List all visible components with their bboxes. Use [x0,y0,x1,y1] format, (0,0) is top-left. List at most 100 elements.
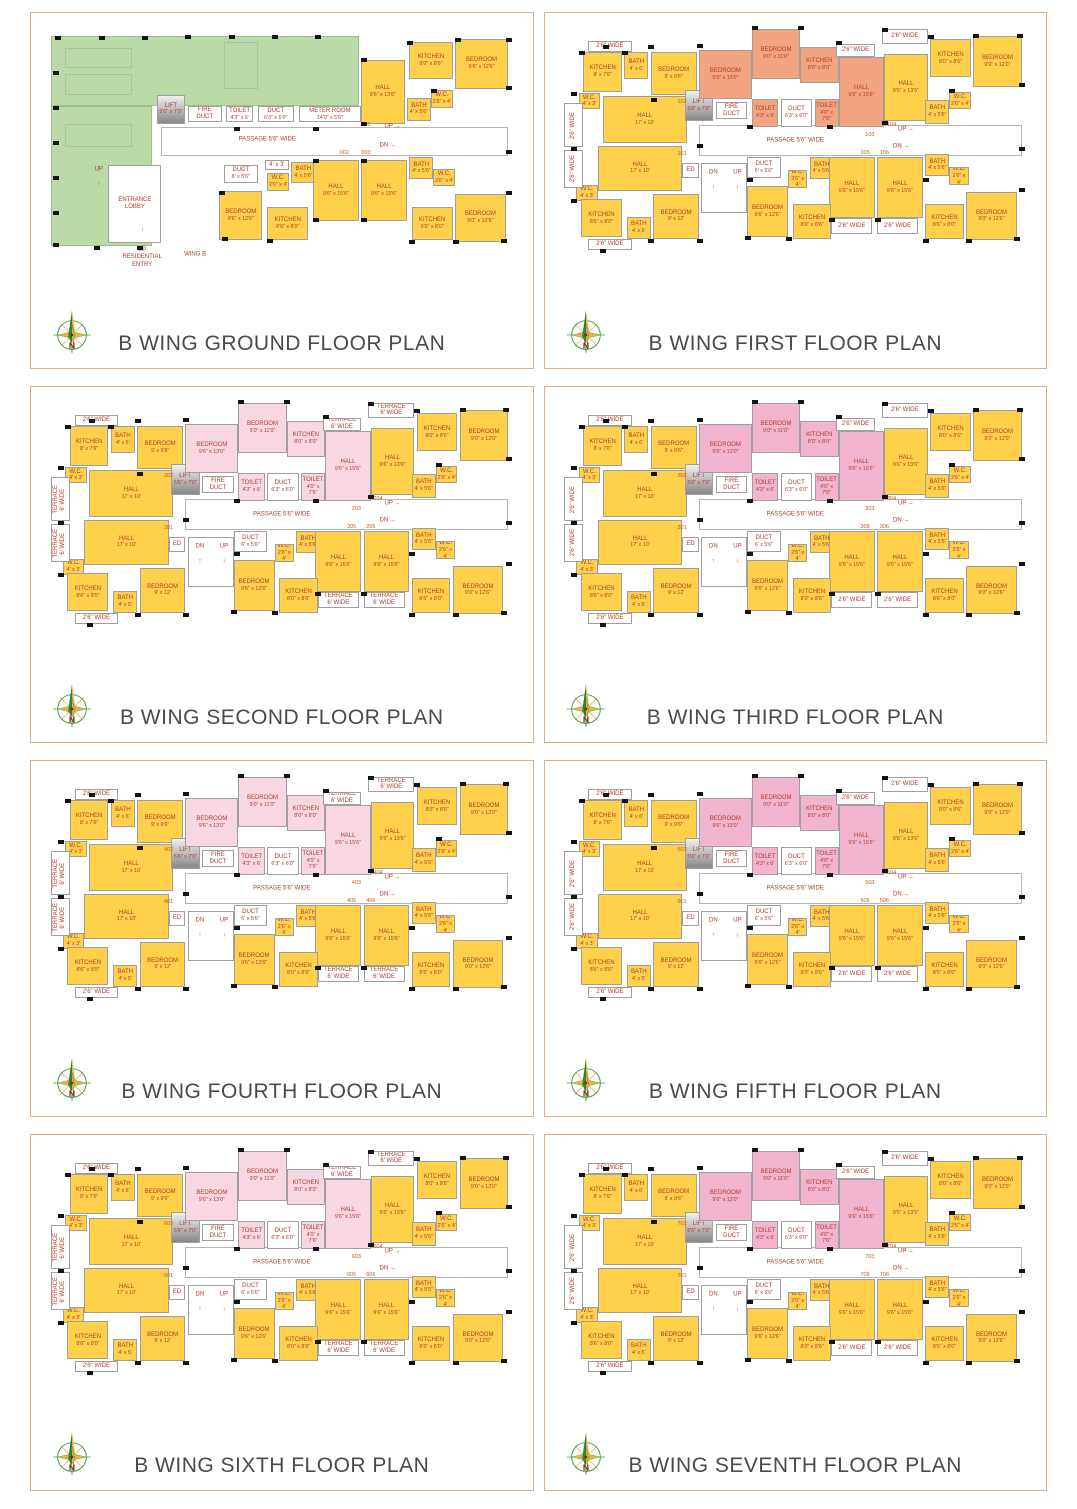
column-mark [966,238,973,243]
room-bedroom: BEDROOM 9'6" x 12'6" [455,39,509,89]
room-label: BEDROOM [975,957,1007,964]
column-mark [747,873,754,878]
column-mark [505,895,512,900]
room-label: HALL [632,535,648,542]
room-label: BEDROOM [147,583,179,590]
column-mark [571,521,578,526]
plan-annotation: UP [733,917,742,924]
column-mark [233,499,240,504]
room-dimensions: 6' x 5'6" [241,541,260,548]
plan-title: B WING FOURTH FLOOR PLAN [121,1080,443,1103]
room-kitchen: KITCHEN 8' x 7'6" [583,800,622,840]
room-dimensions: 5'6" x 7'0" [173,853,198,860]
room-bedroom: BEDROOM 9' x 9'6" [137,800,184,843]
compass-icon: N [566,310,605,354]
room-label: 2'6" WIDE [891,1155,919,1161]
room-kitchen: KITCHEN 8'0" x 8'6" [930,39,971,78]
column-mark [828,966,835,971]
column-mark [65,799,72,803]
room-label: 2'6" WIDE [596,989,624,996]
plan-annotation: ↓ [735,184,739,191]
plan-annotation: PASSAGE 5'6" WIDE [253,885,311,892]
plan-canvas-first: 2'6" WIDE KITCHEN 8' x 7'6" BATH 4' x 6' BEDR… [555,19,1037,310]
column-mark [881,120,888,125]
column-mark [747,177,754,182]
room-dimensions: 9'6" x 15'6" [373,936,400,943]
column-mark [696,417,703,422]
plan-canvas-second: 2'6" WIDE KITCHEN 8' x 7'6" BATH 4' x 6' BEDR… [41,393,523,684]
column-mark [1019,521,1026,526]
column-mark [1019,457,1026,462]
terrace-balcony-strip: TERRACE 6' WIDE [363,966,405,983]
room-label: LIFT [692,472,706,479]
room-label: DUCT [755,908,773,915]
room-dimensions: 17' x 10' [121,493,141,500]
room-kitchen: KITCHEN 8'6" x 8'0" [67,573,109,612]
room-label: BEDROOM [196,815,228,822]
room-label: W.C. [582,94,596,101]
terrace-balcony-strip: 2'6" WIDE [836,791,875,805]
room-label: DUCT [232,167,250,174]
room-label: FIRE DUCT [209,851,227,865]
room-w-c-: W.C. 2'6" x 4' [274,544,294,562]
room-label: BATH [929,532,946,539]
room-2-6-wide: 2'6" WIDE [588,788,632,801]
unit-number: 405 [346,897,357,904]
room-dimensions: 9'0" x 12'6" [978,1338,1005,1345]
terrace-balcony-strip: TERRACE 6' WIDE [368,403,415,418]
room-label: BEDROOM [196,1189,228,1196]
room-label: 2'6" WIDE [596,615,624,622]
room-dimensions: 9'6" x 13'6" [892,835,920,842]
room-label: BATH [630,221,647,228]
room-dimensions: 5'6" x 7'0" [173,479,198,486]
room-label: W.C. [582,1216,596,1223]
terrace-balcony-strip: 2'6" WIDE [836,43,875,57]
room-bedroom: BEDROOM 9'0" x 11'0" [238,403,287,453]
room-label: DUCT [755,160,773,167]
room-label: W.C. [440,467,454,474]
plan-title: B WING SECOND FLOOR PLAN [119,706,444,729]
room-dimensions: 2'6" x 4' [439,921,452,933]
room-label: TOILET [754,1228,776,1235]
room-bath: BATH 4' x 5' [626,216,651,239]
room-dimensions: 9'6" x 15'6" [838,562,865,569]
room-dimensions: 6' x 5'6" [754,915,774,922]
unit-number: 305 [860,523,870,530]
room-w-c-: W.C. 2'6" x 4' [788,1292,808,1310]
unit-number: 203 [351,506,361,513]
room-label: KITCHEN [292,806,319,813]
column-mark [183,417,190,422]
room-label: BATH [813,909,830,916]
room-label: W.C. [791,1292,805,1298]
room-dimensions: 2'6" x 4' [791,176,805,188]
room-toilet: TOILET 4'3" x 6' [238,1221,265,1249]
room-label: HALL [637,860,653,867]
svg-text:N: N [69,340,75,350]
room-dimensions: 9'6" x 13'6" [892,461,920,468]
svg-text:N: N [69,1088,75,1098]
room-label: W.C. [953,93,967,100]
room-w-c-: W.C. 2'6" x 4' [435,465,458,484]
unit-number: 105 [860,149,870,156]
column-mark [696,144,703,149]
room-label: HALL [118,909,134,916]
room-label: HALL [378,555,394,562]
column-mark [621,799,628,803]
room-label: W.C. [580,560,594,567]
room-duct: DUCT 6'3" x 6'0" [267,1221,299,1249]
room-dimensions: 2'6" x 4' [439,1295,452,1307]
room-label: KITCHEN [423,1173,451,1180]
column-mark [459,1155,466,1160]
terrace-balcony-strip: TERRACE 6' WIDE [322,417,362,431]
room-label: TOILET [241,1228,263,1235]
room-dimensions: 9'0" x 11'0" [763,1176,789,1183]
room-label: TERRACE 6' WIDE [53,528,67,558]
room-kitchen: KITCHEN 8'6" x 8'0" [67,947,109,986]
room-bath: BATH 4' x 5'6" [411,1222,436,1246]
room-label: LIFT [692,1220,706,1227]
column-mark [137,245,144,250]
unit-number: 201 [164,525,174,532]
unit-number: 206 [366,523,376,530]
room-dimensions: 9'6" x 13'6" [379,1209,406,1216]
room-label: 2'6" WIDE [891,407,919,413]
